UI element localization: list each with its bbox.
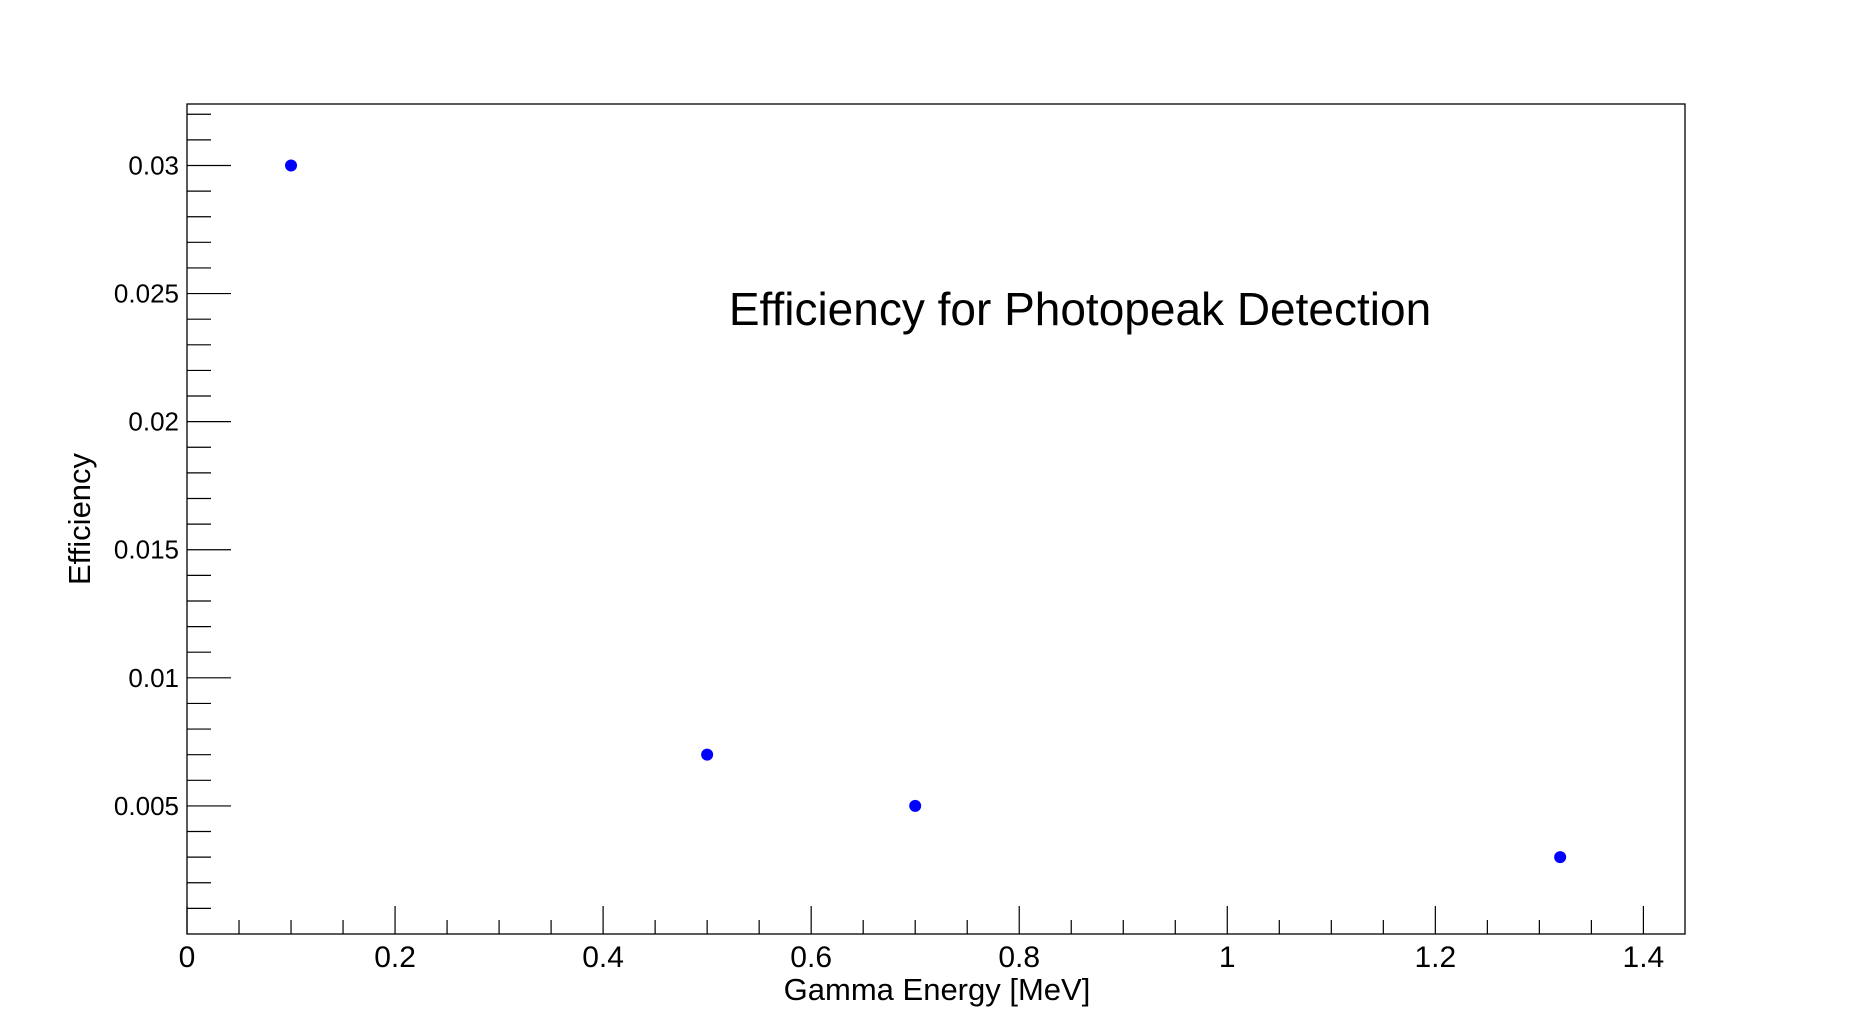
y-minor-ticks xyxy=(187,113,211,909)
data-point xyxy=(909,799,922,812)
plot-frame xyxy=(186,103,1686,935)
x-tick-label: 1 xyxy=(1219,941,1236,974)
x-major-ticks xyxy=(186,906,1644,934)
data-points xyxy=(285,159,1567,864)
x-tick-label: 0.4 xyxy=(582,941,624,974)
x-tick-label: 1.4 xyxy=(1623,941,1665,974)
x-tick-label: 1.2 xyxy=(1414,941,1456,974)
x-tick-label: 0.8 xyxy=(998,941,1040,974)
y-major-ticks xyxy=(187,164,231,807)
x-minor-ticks xyxy=(238,920,1592,934)
y-tick-label: 0.015 xyxy=(114,535,179,565)
y-tick-label: 0.03 xyxy=(128,150,179,180)
x-tick-label: 0.2 xyxy=(374,941,416,974)
x-axis-title: Gamma Energy [MeV] xyxy=(784,972,1091,1007)
y-tick-label: 0.005 xyxy=(114,791,179,821)
data-point xyxy=(285,159,298,172)
y-tick-label: 0.02 xyxy=(128,407,179,437)
x-tick-labels: 0 0.2 0.4 0.6 0.8 1 1.2 1.4 xyxy=(179,941,1665,974)
y-tick-labels: 0.005 0.01 0.015 0.02 0.025 0.03 xyxy=(114,150,179,820)
y-tick-label: 0.01 xyxy=(128,663,179,693)
y-axis-title: Efficiency xyxy=(62,452,97,585)
x-tick-label: 0.6 xyxy=(790,941,832,974)
y-tick-label: 0.025 xyxy=(114,279,179,309)
chart-title: Efficiency for Photopeak Detection xyxy=(729,283,1431,335)
data-point xyxy=(1554,851,1567,864)
x-tick-label: 0 xyxy=(179,941,196,974)
data-point xyxy=(701,748,714,761)
